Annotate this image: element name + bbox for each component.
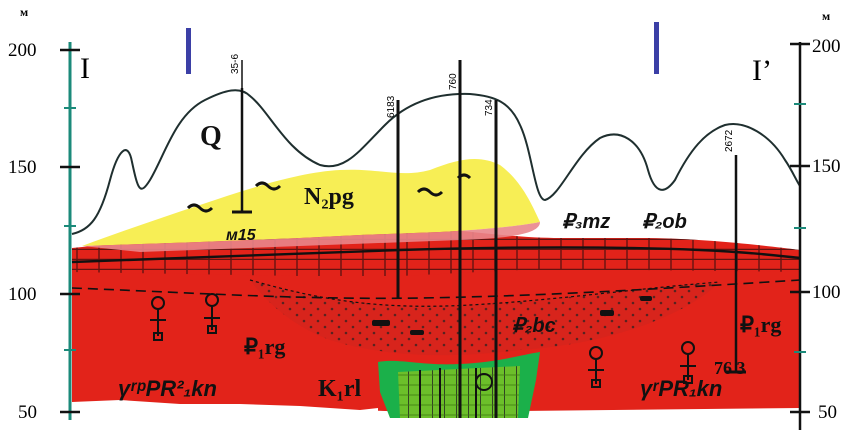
unit-label-p1rg-left: ₽₁rg (244, 334, 285, 359)
unit-label-p1rg-right: ₽₁rg (740, 312, 781, 337)
right-tick-50: 50 (818, 402, 837, 423)
left-tick-150: 150 (8, 157, 37, 178)
unit-label-k1rl: K₁rl (318, 376, 362, 402)
right-axis (790, 42, 810, 430)
blue-marker-right (654, 22, 659, 74)
right-axis-unit: м (822, 9, 830, 23)
section-label-right: I’ (752, 54, 772, 87)
granite-symbol-3 (588, 346, 604, 388)
section-label-left: I (80, 52, 90, 85)
unit-label-p2bc: ₽₂bc (512, 315, 556, 337)
left-tick-200: 200 (8, 40, 37, 61)
well-label-734: 734 (484, 99, 495, 116)
well-label-760: 760 (448, 73, 459, 90)
well-label-2672: 2672 (724, 129, 735, 152)
well-2672 (726, 155, 746, 374)
neogene-yellow-layer (82, 158, 540, 246)
left-tick-50: 50 (18, 402, 37, 423)
layer-boundary-dashed (71, 279, 801, 300)
unit-label-76-3: 76 3 (714, 358, 746, 378)
dotted-lens-pattern (250, 280, 720, 356)
unit-label-p3mz: ₽₃mz (562, 211, 610, 233)
pink-strip (82, 222, 540, 252)
well-label-35-6: 35-6 (230, 54, 241, 74)
intrusion-well-lines (419, 368, 477, 418)
well-35-6 (232, 60, 252, 214)
unit-label-q: Q (200, 121, 222, 152)
right-tick-150: 150 (812, 156, 841, 177)
red-dash-symbols (372, 296, 652, 335)
intrusion-circle-symbol (475, 373, 493, 391)
unit-label-m15: м15 (226, 227, 257, 244)
unit-label-p2ob: ₽₂ob (642, 211, 687, 233)
unit-label-gamma-right: γʳPR₁kn (640, 376, 722, 401)
unit-label-gamma-left: γʳᵖPR²₁kn (118, 376, 217, 401)
left-tick-100: 100 (8, 284, 37, 305)
granite-symbol-2 (204, 293, 220, 334)
well-label-6183: 6183 (386, 95, 397, 118)
blue-marker-left (186, 28, 191, 74)
left-axis (60, 42, 80, 420)
left-axis-unit: м (20, 5, 28, 19)
right-tick-200: 200 (812, 36, 841, 57)
right-tick-100: 100 (812, 282, 841, 303)
lens-outline (249, 279, 721, 307)
granite-symbol-1 (150, 296, 166, 341)
granite-symbol-4 (680, 341, 696, 384)
unit-label-n2pg: N₂pg (304, 184, 354, 210)
bottom-edge-mask (72, 400, 378, 420)
